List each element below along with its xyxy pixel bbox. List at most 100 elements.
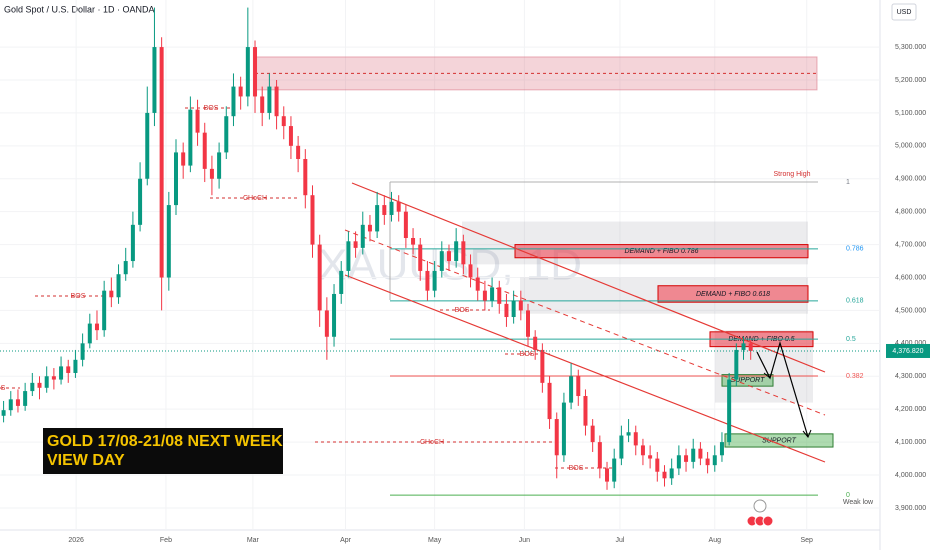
candle-body bbox=[23, 391, 28, 406]
annotation: BOS bbox=[520, 351, 535, 358]
candle-body bbox=[66, 366, 71, 373]
annotation: BOS bbox=[569, 465, 584, 472]
candle-body bbox=[605, 468, 610, 482]
candle-body bbox=[202, 132, 207, 169]
candle-body bbox=[346, 241, 351, 271]
y-tick-label: 5,000.000 bbox=[895, 143, 926, 150]
candle-body bbox=[540, 349, 545, 383]
candle-body bbox=[411, 238, 416, 245]
candle-body bbox=[389, 201, 394, 215]
candle-body bbox=[73, 359, 78, 373]
zone-label: SUPPORT bbox=[762, 437, 796, 444]
y-tick-label: 4,500.000 bbox=[895, 307, 926, 314]
candle-body bbox=[425, 270, 430, 291]
y-tick-label: 5,100.000 bbox=[895, 110, 926, 117]
candle-body bbox=[439, 251, 444, 271]
candle-body bbox=[195, 109, 200, 133]
fib-label: 0.618 bbox=[846, 298, 864, 305]
candle-body bbox=[44, 376, 49, 388]
candle-body bbox=[648, 455, 653, 459]
fib-label: 0.5 bbox=[846, 336, 856, 343]
candle-body bbox=[353, 241, 358, 248]
annotation: BOS bbox=[71, 293, 86, 300]
y-tick-label: 4,600.000 bbox=[895, 274, 926, 281]
candle-body bbox=[8, 399, 13, 411]
candle-body bbox=[475, 277, 480, 291]
candle-body bbox=[741, 343, 746, 350]
candle-body bbox=[296, 145, 301, 159]
candle-body bbox=[633, 432, 638, 446]
candle-body bbox=[152, 47, 157, 113]
candle-body bbox=[375, 205, 380, 232]
annotation: CHoCH bbox=[420, 439, 444, 446]
zone-label: DEMAND + FIBO 0.618 bbox=[696, 291, 770, 298]
candle-body bbox=[94, 323, 99, 331]
candle-body bbox=[705, 458, 710, 466]
y-tick-label: 4,000.000 bbox=[895, 472, 926, 479]
last-price-label: 4,376.820 bbox=[892, 348, 923, 355]
candle-body bbox=[547, 382, 552, 420]
candle-body bbox=[332, 293, 337, 337]
candle-body bbox=[59, 366, 64, 380]
candle-body bbox=[267, 86, 272, 113]
headline: VIEW DAY bbox=[47, 452, 125, 469]
zone-label: DEMAND + FIBO 0.786 bbox=[624, 248, 698, 255]
candle-body bbox=[181, 152, 186, 166]
candle-body bbox=[339, 270, 344, 294]
candle-body bbox=[80, 343, 85, 360]
candle-body bbox=[238, 86, 243, 97]
candle-body bbox=[432, 270, 437, 291]
y-tick-label: 5,200.000 bbox=[895, 77, 926, 84]
candle-body bbox=[676, 455, 681, 469]
candle-body bbox=[396, 201, 401, 212]
fib-label: 0 bbox=[846, 492, 850, 499]
fib-label: 1 bbox=[846, 179, 850, 186]
candle-body bbox=[533, 336, 538, 350]
candle-body bbox=[15, 399, 20, 406]
candle-body bbox=[734, 349, 739, 380]
annotation: BOS bbox=[455, 307, 470, 314]
candle-body bbox=[583, 396, 588, 426]
event-icon bbox=[753, 499, 767, 513]
candle-body bbox=[360, 224, 365, 248]
candle-body bbox=[691, 448, 696, 462]
candle-body bbox=[253, 47, 258, 97]
annotation: Strong High bbox=[774, 171, 811, 178]
candle-body bbox=[454, 241, 459, 262]
zone-label: DEMAND + FIBO 0.5 bbox=[728, 336, 794, 343]
y-tick-label: 3,900.000 bbox=[895, 505, 926, 512]
candle-body bbox=[317, 244, 322, 311]
candle-body bbox=[188, 109, 193, 166]
candle-body bbox=[719, 442, 724, 456]
x-tick-label: 2026 bbox=[68, 537, 84, 544]
candle-body bbox=[324, 310, 329, 337]
candle-body bbox=[87, 323, 92, 344]
candle-body bbox=[1, 410, 6, 416]
candle-body bbox=[231, 86, 236, 117]
candle-body bbox=[655, 458, 660, 472]
x-tick-label: Apr bbox=[340, 537, 352, 544]
candle-body bbox=[274, 86, 279, 117]
arrowhead bbox=[802, 429, 812, 438]
y-tick-label: 4,200.000 bbox=[895, 406, 926, 413]
candle-body bbox=[511, 300, 516, 318]
candle-body bbox=[619, 435, 624, 459]
candle-body bbox=[490, 287, 495, 301]
candle-body bbox=[109, 290, 114, 298]
candle-body bbox=[123, 261, 128, 275]
y-tick-label: 4,100.000 bbox=[895, 439, 926, 446]
x-tick-label: Jun bbox=[519, 537, 530, 544]
currency-box bbox=[891, 3, 917, 21]
candle-body bbox=[138, 178, 143, 225]
candle-body bbox=[303, 159, 308, 196]
y-tick-label: 4,400.000 bbox=[895, 340, 926, 347]
candle-body bbox=[461, 241, 466, 265]
candle-body bbox=[662, 471, 667, 479]
candle-body bbox=[145, 112, 150, 179]
channel bbox=[351, 182, 826, 373]
x-tick-label: Mar bbox=[247, 537, 260, 544]
annotation: Weak low bbox=[843, 499, 874, 506]
candle-body bbox=[640, 445, 645, 456]
candle-body bbox=[130, 224, 135, 262]
